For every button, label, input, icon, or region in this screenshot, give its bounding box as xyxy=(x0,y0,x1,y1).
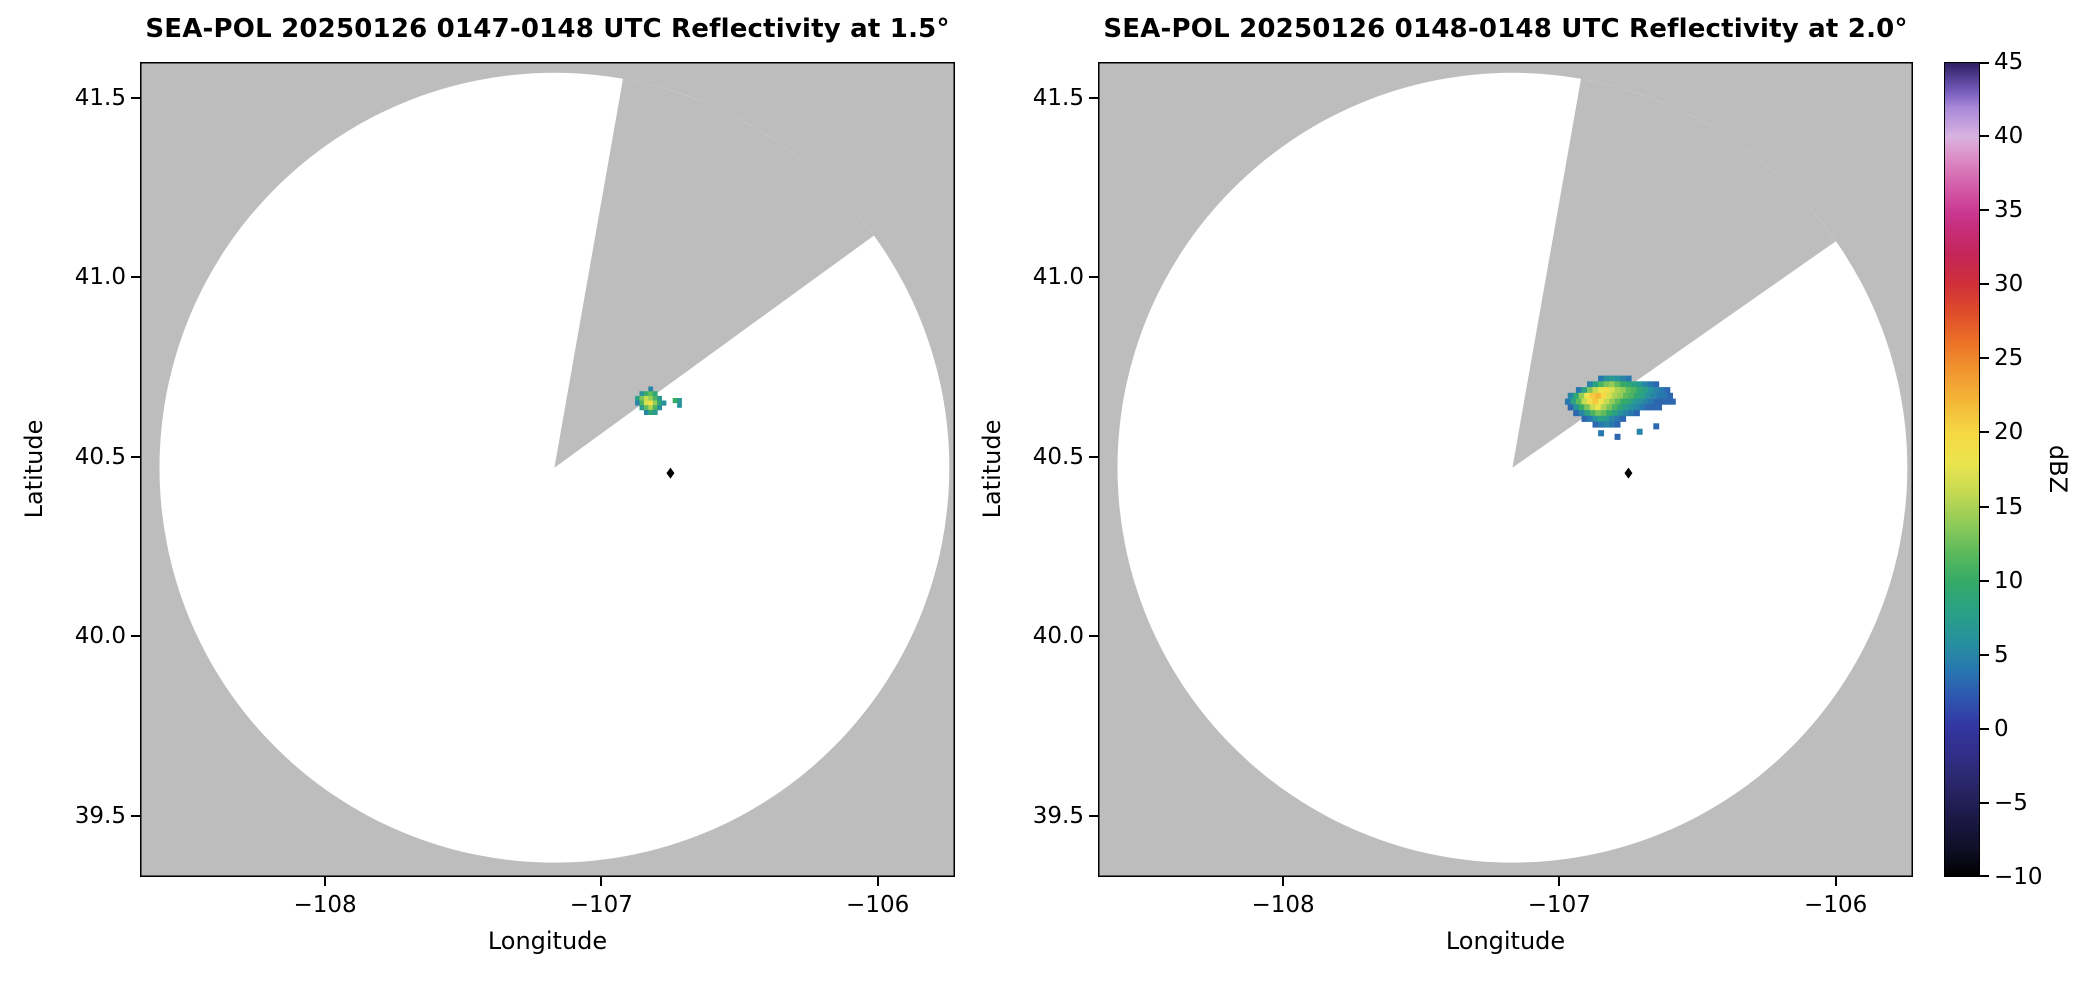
colorbar-tick-label: 15 xyxy=(1994,493,2024,520)
panel-title-left: SEA-POL 20250126 0147-0148 UTC Reflectiv… xyxy=(145,14,950,44)
colorbar-tick-label: 20 xyxy=(1994,419,2024,446)
y-tick-label: 40.0 xyxy=(1032,623,1084,650)
colorbar xyxy=(1944,62,1980,877)
x-tick-mark xyxy=(1558,877,1561,886)
y-tick-mark xyxy=(131,455,140,458)
plot-border xyxy=(1098,62,1913,877)
x-tick-label: −108 xyxy=(293,892,357,918)
y-tick-label: 39.5 xyxy=(74,802,126,829)
y-tick-mark xyxy=(131,96,140,99)
y-tick-label: 41.0 xyxy=(74,264,126,291)
colorbar-tick-mark xyxy=(1980,357,1989,360)
radar-site-marker xyxy=(666,467,675,479)
colorbar-tick-mark xyxy=(1980,801,1989,804)
colorbar-tick-mark xyxy=(1980,135,1989,138)
colorbar-tick-mark xyxy=(1980,62,1989,64)
y-tick-label: 40.0 xyxy=(74,623,126,650)
reflectivity-echo-cells xyxy=(635,386,682,415)
x-tick-label: −107 xyxy=(569,892,633,918)
y-axis-label-left: Latitude xyxy=(20,419,48,519)
x-tick-label: −107 xyxy=(1527,892,1591,918)
y-tick-label: 41.0 xyxy=(1032,264,1084,291)
colorbar-tick-label: 5 xyxy=(1994,641,2009,668)
y-tick-label: 41.5 xyxy=(1032,84,1084,111)
radar-plot-right xyxy=(1098,62,1913,877)
colorbar-tick-mark xyxy=(1980,209,1989,212)
colorbar-tick-label: 45 xyxy=(1994,49,2024,75)
x-tick-mark xyxy=(324,877,327,886)
x-tick-label: −106 xyxy=(1804,892,1868,918)
y-tick-mark xyxy=(131,276,140,279)
radar-site-marker xyxy=(1624,467,1633,479)
radar-plot-left xyxy=(140,62,955,877)
y-tick-mark xyxy=(1089,814,1098,817)
x-tick-mark xyxy=(600,877,603,886)
x-tick-mark xyxy=(1834,877,1837,886)
colorbar-tick-mark xyxy=(1980,283,1989,286)
colorbar-tick-mark xyxy=(1980,653,1989,656)
x-tick-label: −108 xyxy=(1251,892,1315,918)
y-tick-mark xyxy=(131,814,140,817)
colorbar-tick-label: 40 xyxy=(1994,123,2024,150)
x-tick-mark xyxy=(1282,877,1285,886)
x-axis-label-right: Longitude xyxy=(1445,927,1566,955)
colorbar-tick-label: 25 xyxy=(1994,345,2024,372)
panel-title-right: SEA-POL 20250126 0148-0148 UTC Reflectiv… xyxy=(1103,14,1908,44)
y-axis-label-right: Latitude xyxy=(978,419,1006,519)
colorbar-tick-label: 10 xyxy=(1994,567,2024,594)
y-tick-label: 41.5 xyxy=(74,84,126,111)
reflectivity-echo-cells xyxy=(1564,375,1676,440)
y-tick-label: 39.5 xyxy=(1032,802,1084,829)
x-tick-mark xyxy=(876,877,879,886)
colorbar-tick-label: −10 xyxy=(1994,864,2043,890)
y-tick-label: 40.5 xyxy=(1032,443,1084,470)
y-tick-mark xyxy=(1089,455,1098,458)
colorbar-tick-mark xyxy=(1980,875,1989,877)
colorbar-tick-label: −5 xyxy=(1994,789,2028,816)
x-axis-label-left: Longitude xyxy=(487,927,608,955)
y-tick-label: 40.5 xyxy=(74,443,126,470)
colorbar-tick-label: 35 xyxy=(1994,197,2024,224)
colorbar-tick-label: 0 xyxy=(1994,715,2009,742)
plot-border xyxy=(140,62,955,877)
missing-data-wedge xyxy=(554,78,874,468)
colorbar-tick-label: 30 xyxy=(1994,271,2024,298)
colorbar-tick-mark xyxy=(1980,431,1989,434)
colorbar-tick-mark xyxy=(1980,505,1989,508)
colorbar-tick-mark xyxy=(1980,727,1989,730)
y-tick-mark xyxy=(1089,635,1098,638)
y-tick-mark xyxy=(1089,276,1098,279)
x-tick-label: −106 xyxy=(846,892,910,918)
missing-data-wedge xyxy=(1512,78,1836,468)
y-tick-mark xyxy=(131,635,140,638)
colorbar-tick-mark xyxy=(1980,579,1989,582)
colorbar-label: dBZ xyxy=(2044,444,2072,494)
y-tick-mark xyxy=(1089,96,1098,99)
